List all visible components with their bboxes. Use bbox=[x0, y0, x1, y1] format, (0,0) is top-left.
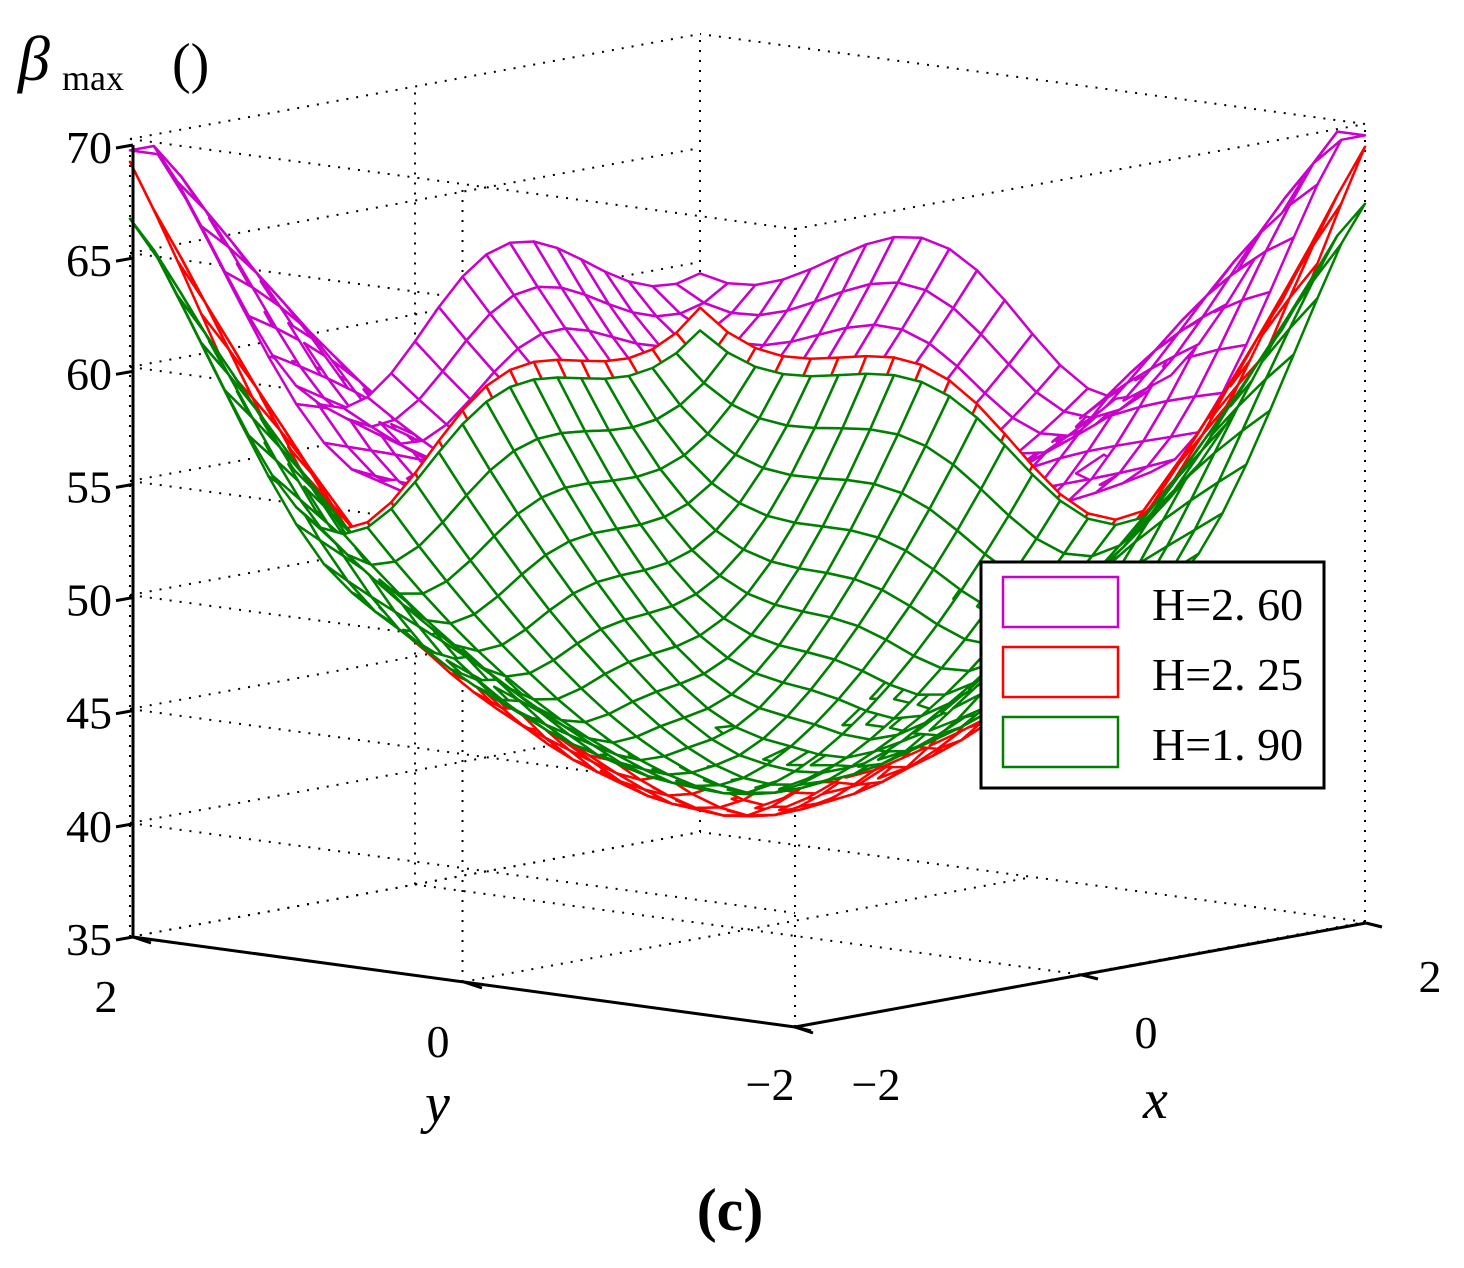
z-tick bbox=[115, 143, 134, 150]
grid-line bbox=[129, 480, 796, 572]
grid-line bbox=[699, 33, 1366, 125]
z-axis-label-subscript: max bbox=[62, 58, 124, 98]
x-tick bbox=[1081, 973, 1099, 981]
y-tick-label: 0 bbox=[427, 1016, 450, 1067]
x-tick-label: 2 bbox=[1419, 951, 1442, 1002]
grid-line bbox=[462, 876, 1033, 983]
x-axis-line bbox=[794, 921, 1367, 1029]
surface-cell bbox=[1312, 130, 1367, 165]
z-tick bbox=[115, 822, 134, 829]
surface-cell bbox=[1312, 202, 1367, 282]
legend-label-h190: H=1. 90 bbox=[1152, 719, 1303, 770]
z-tick bbox=[115, 596, 134, 603]
z-tick bbox=[115, 256, 134, 263]
z-tick-label: 45 bbox=[66, 688, 112, 739]
legend-swatch-h190 bbox=[1001, 715, 1120, 769]
y-tick-label: 2 bbox=[95, 971, 118, 1022]
z-tick-label: 50 bbox=[66, 575, 112, 626]
legend-swatch-h225 bbox=[1001, 645, 1120, 699]
x-tick-label: 0 bbox=[1135, 1007, 1158, 1058]
surface-cell bbox=[1288, 138, 1343, 207]
surface-cell bbox=[1312, 145, 1367, 246]
x-tick bbox=[1365, 921, 1383, 929]
y-tick bbox=[132, 935, 152, 945]
axis-layer: 35 40 45 50 55 60 65 70 −2 0 2 −2 0 2 bbox=[66, 122, 1442, 1110]
grid-line bbox=[129, 822, 796, 914]
grid-line bbox=[129, 594, 796, 686]
x-tick-label: −2 bbox=[852, 1059, 901, 1110]
grid-line bbox=[414, 883, 1081, 976]
z-tick bbox=[115, 482, 134, 489]
grid-line bbox=[699, 831, 1366, 923]
x-axis-label: x bbox=[1142, 1069, 1168, 1131]
legend-label-h260: H=2. 60 bbox=[1152, 579, 1303, 630]
z-axis-label-symbol: β bbox=[16, 23, 50, 94]
legend-swatch-h260 bbox=[1001, 575, 1120, 629]
z-tick-label: 35 bbox=[66, 914, 112, 965]
y-tick-label: −2 bbox=[746, 1059, 795, 1110]
z-tick-label: 70 bbox=[66, 122, 112, 173]
y-tick bbox=[463, 980, 483, 990]
z-tick-label: 60 bbox=[66, 348, 112, 399]
z-tick-label: 65 bbox=[66, 235, 112, 286]
y-axis-label: y bbox=[420, 1073, 450, 1135]
z-tick-label: 40 bbox=[66, 801, 112, 852]
grid-line bbox=[129, 708, 796, 800]
z-tick bbox=[115, 369, 134, 376]
grid-line bbox=[129, 138, 796, 230]
panel-label: (c) bbox=[697, 1177, 764, 1243]
z-axis-label-unit: () bbox=[172, 33, 209, 95]
z-tick-label: 55 bbox=[66, 461, 112, 512]
legend: H=2. 60 H=2. 25 H=1. 90 bbox=[979, 560, 1326, 790]
x-tick bbox=[794, 1025, 812, 1033]
z-tick bbox=[115, 709, 134, 716]
z-tick bbox=[115, 935, 134, 942]
legend-label-h225: H=2. 25 bbox=[1152, 649, 1303, 700]
